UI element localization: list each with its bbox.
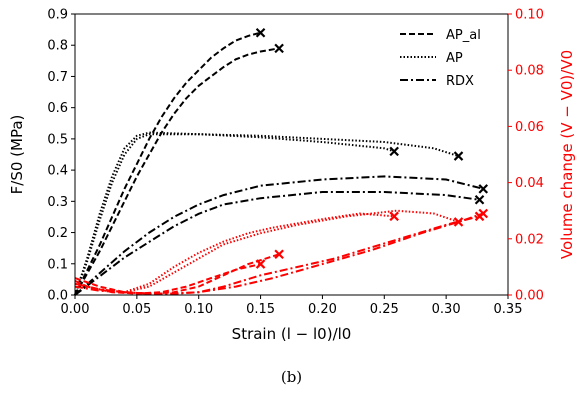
end-marker-stroke [255, 27, 266, 38]
end-marker-11 [478, 208, 489, 219]
right-y-tick-label: 0.04 [515, 176, 544, 191]
end-marker-1 [274, 43, 284, 54]
series-line-rdx-right-11 [74, 212, 484, 295]
end-marker-9 [453, 217, 464, 227]
left-y-tick-label: 0.7 [47, 70, 68, 85]
end-marker-stroke [389, 146, 399, 157]
left-y-tick-label: 0.5 [47, 132, 68, 147]
left-y-tick-label: 0.1 [47, 257, 68, 272]
right-y-tick-label: 0.08 [515, 64, 544, 79]
end-marker-4 [478, 184, 489, 194]
series-line-ap-al-left-1 [74, 47, 280, 296]
x-tick-label: 0.10 [184, 302, 213, 317]
end-marker-stroke [255, 259, 266, 269]
series-line-ap-al-left-0 [74, 31, 261, 296]
series-layer [74, 31, 484, 296]
right-y-tick-label: 0.06 [515, 120, 544, 135]
x-axis-ticks: 0.00 0.05 0.10 0.15 0.20 0.25 0.30 0.35 [61, 295, 523, 317]
legend-label: RDX [446, 74, 474, 89]
left-y-tick-label: 0.8 [47, 39, 68, 54]
series-line-ap-right-8 [74, 212, 395, 294]
x-tick-label: 0.30 [432, 302, 461, 317]
end-markers [255, 27, 489, 269]
series-line-rdx-left-5 [74, 191, 480, 296]
right-y-tick-label: 0.00 [515, 289, 544, 304]
left-y-tick-label: 0.3 [47, 195, 68, 210]
right-y-axis-ticks: 0.00 0.02 0.04 0.06 0.08 0.10 [508, 8, 544, 304]
end-marker-stroke [478, 208, 489, 219]
x-tick-label: 0.15 [246, 302, 275, 317]
x-tick-label: 0.20 [308, 302, 337, 317]
figure-caption: (b) [281, 368, 302, 386]
x-tick-label: 0.00 [61, 302, 90, 317]
end-marker-stroke [274, 249, 284, 260]
end-marker-5 [474, 194, 485, 205]
x-tick-label: 0.35 [494, 302, 523, 317]
series-line-ap-al-right-7 [74, 253, 280, 295]
x-tick-label: 0.05 [122, 302, 151, 317]
end-marker-stroke [478, 184, 489, 194]
end-marker-0 [255, 27, 266, 38]
right-y-tick-label: 0.10 [515, 8, 544, 23]
end-marker-stroke [453, 217, 464, 227]
end-marker-7 [274, 249, 284, 260]
end-marker-2 [389, 146, 399, 157]
legend-label: AP_al [446, 28, 481, 43]
right-y-axis-label: Volume change (V − V0)/V0 [558, 50, 576, 259]
left-y-tick-label: 0.4 [47, 164, 68, 179]
left-y-tick-label: 0.0 [47, 289, 68, 304]
left-y-axis-label: F/S0 (MPa) [8, 115, 26, 195]
legend-label: AP [446, 51, 463, 66]
right-y-tick-label: 0.02 [515, 232, 544, 247]
series-line-ap-left-3 [74, 133, 459, 296]
end-marker-stroke [453, 151, 464, 161]
end-marker-8 [389, 211, 399, 222]
plot-frame [74, 13, 509, 296]
x-tick-label: 0.25 [370, 302, 399, 317]
left-y-tick-label: 0.9 [47, 8, 68, 23]
left-y-tick-label: 0.6 [47, 101, 68, 116]
x-axis-label: Strain (l − l0)/l0 [232, 325, 352, 343]
end-marker-stroke [474, 194, 485, 205]
legend: AP_al AP RDX [400, 28, 481, 89]
left-y-axis-ticks: 0.0 0.1 0.2 0.3 0.4 0.5 0.6 0.7 0.8 0.9 [47, 8, 75, 304]
series-line-ap-left-2 [74, 131, 395, 296]
series-line-rdx-left-4 [74, 175, 484, 296]
end-marker-stroke [274, 43, 284, 54]
left-y-tick-label: 0.2 [47, 226, 68, 241]
end-marker-6 [255, 259, 266, 269]
end-marker-stroke [389, 211, 399, 222]
end-marker-3 [453, 151, 464, 161]
